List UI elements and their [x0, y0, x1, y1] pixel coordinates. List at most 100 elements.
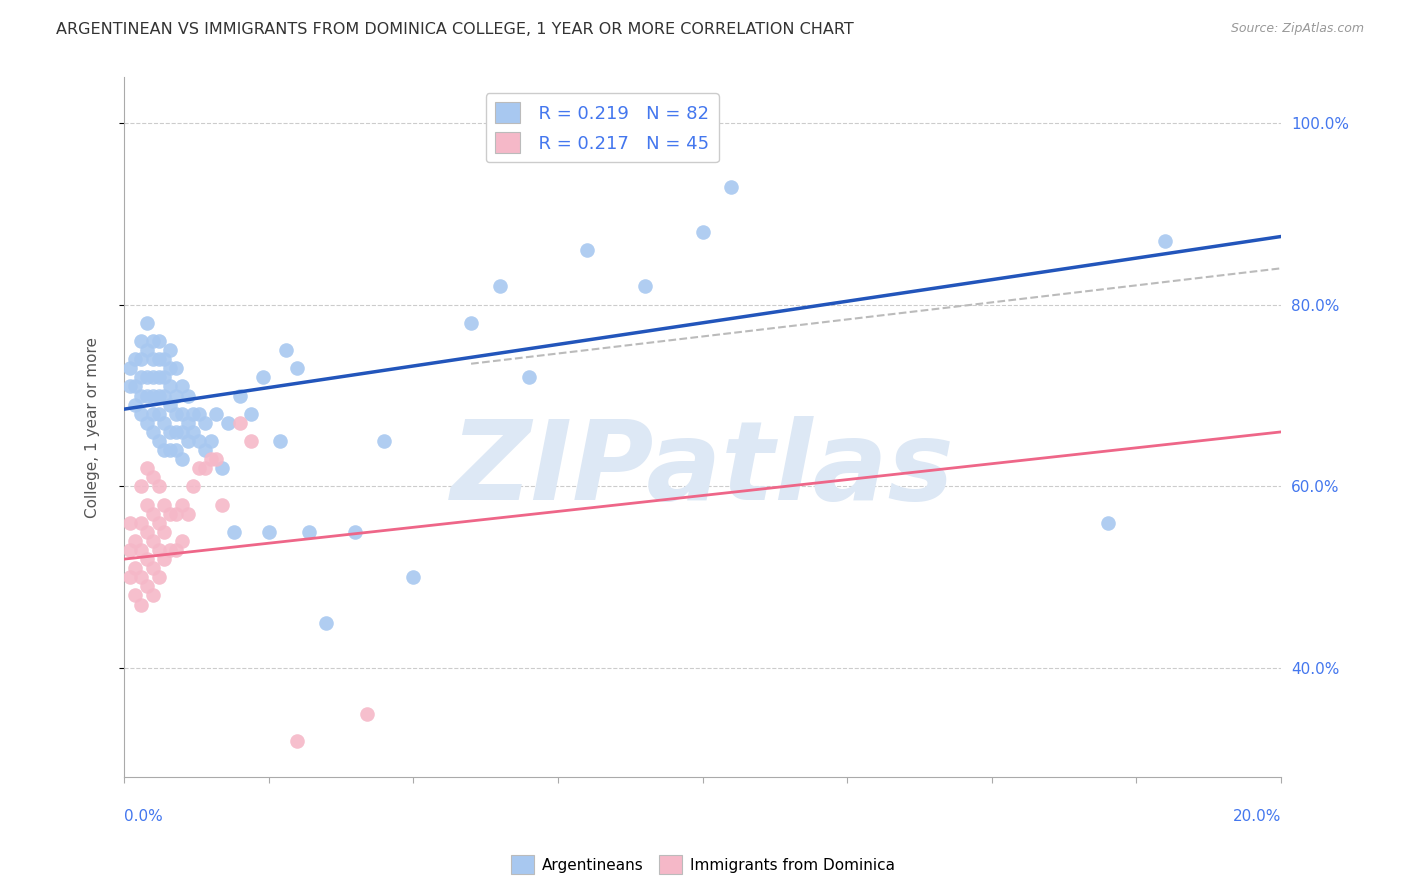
Point: [257, 524, 280, 539]
Point: [356, 706, 378, 721]
Point: [402, 570, 425, 584]
Point: [298, 524, 321, 539]
Point: [211, 461, 233, 475]
Point: [165, 388, 187, 402]
Point: [170, 407, 193, 421]
Point: [148, 570, 170, 584]
Point: [124, 398, 146, 412]
Point: [633, 279, 655, 293]
Point: [129, 479, 152, 493]
Point: [1097, 516, 1119, 530]
Point: [183, 407, 205, 421]
Point: [287, 734, 309, 748]
Point: [460, 316, 482, 330]
Point: [118, 570, 141, 584]
Legend:   R = 0.219   N = 82,   R = 0.217   N = 45: R = 0.219 N = 82, R = 0.217 N = 45: [486, 94, 718, 162]
Point: [240, 434, 263, 448]
Point: [205, 407, 228, 421]
Point: [118, 361, 141, 376]
Point: [136, 370, 159, 384]
Point: [176, 507, 198, 521]
Point: [129, 370, 152, 384]
Point: [159, 343, 181, 357]
Point: [142, 507, 165, 521]
Text: ARGENTINEAN VS IMMIGRANTS FROM DOMINICA COLLEGE, 1 YEAR OR MORE CORRELATION CHAR: ARGENTINEAN VS IMMIGRANTS FROM DOMINICA …: [56, 22, 853, 37]
Point: [153, 498, 176, 512]
Point: [183, 425, 205, 439]
Point: [170, 533, 193, 548]
Point: [148, 388, 170, 402]
Point: [194, 443, 217, 458]
Point: [142, 352, 165, 367]
Point: [129, 352, 152, 367]
Point: [159, 507, 181, 521]
Point: [194, 416, 217, 430]
Point: [153, 388, 176, 402]
Point: [211, 498, 233, 512]
Point: [165, 361, 187, 376]
Point: [148, 352, 170, 367]
Point: [124, 379, 146, 393]
Point: [124, 589, 146, 603]
Point: [136, 316, 159, 330]
Point: [165, 407, 187, 421]
Point: [142, 561, 165, 575]
Text: 0.0%: 0.0%: [124, 809, 163, 824]
Point: [118, 543, 141, 558]
Point: [720, 179, 742, 194]
Point: [188, 434, 211, 448]
Point: [129, 407, 152, 421]
Point: [200, 434, 222, 448]
Point: [344, 524, 367, 539]
Point: [222, 524, 245, 539]
Point: [142, 334, 165, 348]
Point: [142, 388, 165, 402]
Point: [136, 461, 159, 475]
Point: [252, 370, 274, 384]
Point: [136, 498, 159, 512]
Point: [129, 543, 152, 558]
Point: [153, 352, 176, 367]
Point: [153, 443, 176, 458]
Point: [170, 452, 193, 467]
Point: [148, 370, 170, 384]
Point: [315, 615, 337, 630]
Point: [692, 225, 714, 239]
Legend: Argentineans, Immigrants from Dominica: Argentineans, Immigrants from Dominica: [505, 849, 901, 880]
Point: [142, 533, 165, 548]
Point: [148, 543, 170, 558]
Point: [124, 561, 146, 575]
Point: [148, 334, 170, 348]
Point: [129, 598, 152, 612]
Point: [1154, 234, 1177, 248]
Point: [188, 407, 211, 421]
Point: [170, 425, 193, 439]
Point: [148, 407, 170, 421]
Point: [165, 443, 187, 458]
Point: [165, 507, 187, 521]
Point: [217, 416, 239, 430]
Text: Source: ZipAtlas.com: Source: ZipAtlas.com: [1230, 22, 1364, 36]
Point: [176, 388, 198, 402]
Point: [129, 516, 152, 530]
Point: [159, 361, 181, 376]
Point: [159, 443, 181, 458]
Point: [136, 579, 159, 593]
Point: [170, 498, 193, 512]
Point: [136, 524, 159, 539]
Point: [228, 388, 250, 402]
Point: [142, 370, 165, 384]
Point: [142, 425, 165, 439]
Point: [153, 552, 176, 566]
Point: [287, 361, 309, 376]
Point: [148, 434, 170, 448]
Point: [183, 479, 205, 493]
Point: [159, 379, 181, 393]
Point: [489, 279, 512, 293]
Point: [153, 524, 176, 539]
Point: [148, 479, 170, 493]
Point: [373, 434, 395, 448]
Point: [176, 416, 198, 430]
Point: [148, 516, 170, 530]
Point: [153, 370, 176, 384]
